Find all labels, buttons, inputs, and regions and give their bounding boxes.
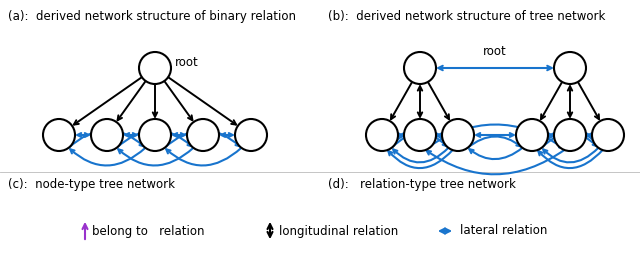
Text: lateral relation: lateral relation [460, 224, 547, 238]
FancyArrowPatch shape [164, 81, 193, 120]
FancyArrowPatch shape [125, 133, 137, 137]
FancyArrowPatch shape [543, 148, 598, 162]
FancyArrowPatch shape [476, 133, 514, 137]
FancyArrowPatch shape [541, 133, 596, 148]
Circle shape [554, 52, 586, 84]
Text: belong to   relation: belong to relation [92, 224, 205, 238]
FancyArrowPatch shape [578, 82, 599, 119]
Circle shape [235, 119, 267, 151]
Text: longitudinal relation: longitudinal relation [279, 224, 398, 238]
Text: (d):   relation-type tree network: (d): relation-type tree network [328, 178, 516, 191]
Circle shape [43, 119, 75, 151]
FancyArrowPatch shape [74, 77, 142, 124]
Circle shape [516, 119, 548, 151]
FancyArrowPatch shape [436, 133, 442, 137]
FancyArrowPatch shape [568, 86, 572, 117]
FancyArrowPatch shape [428, 82, 449, 119]
Circle shape [442, 119, 474, 151]
FancyArrowPatch shape [427, 149, 565, 174]
FancyArrowPatch shape [418, 86, 422, 117]
FancyArrowPatch shape [70, 148, 145, 165]
FancyArrowPatch shape [118, 148, 193, 165]
FancyArrowPatch shape [469, 148, 522, 159]
FancyArrowPatch shape [221, 133, 233, 137]
Text: root: root [175, 57, 199, 70]
FancyArrowPatch shape [118, 81, 146, 120]
FancyArrowPatch shape [68, 130, 143, 148]
FancyArrowPatch shape [541, 82, 562, 119]
FancyArrowPatch shape [116, 130, 191, 148]
FancyArrowPatch shape [537, 131, 602, 149]
FancyArrowPatch shape [548, 133, 554, 137]
FancyArrowPatch shape [438, 66, 552, 70]
FancyArrowPatch shape [153, 84, 157, 117]
Circle shape [139, 119, 171, 151]
FancyArrowPatch shape [166, 148, 241, 165]
Text: (c):  node-type tree network: (c): node-type tree network [8, 178, 175, 191]
Circle shape [139, 52, 171, 84]
FancyArrowPatch shape [468, 136, 520, 148]
Text: (b):  derived network structure of tree network: (b): derived network structure of tree n… [328, 10, 605, 23]
FancyArrowPatch shape [387, 131, 452, 149]
Circle shape [554, 119, 586, 151]
FancyArrowPatch shape [586, 133, 592, 137]
Text: root: root [483, 45, 507, 58]
FancyArrowPatch shape [425, 124, 563, 149]
Circle shape [404, 119, 436, 151]
Text: (a):  derived network structure of binary relation: (a): derived network structure of binary… [8, 10, 296, 23]
Circle shape [91, 119, 123, 151]
FancyArrowPatch shape [77, 133, 89, 137]
Circle shape [366, 119, 398, 151]
FancyArrowPatch shape [388, 149, 453, 168]
Circle shape [187, 119, 219, 151]
FancyArrowPatch shape [393, 148, 449, 162]
FancyArrowPatch shape [398, 133, 404, 137]
FancyArrowPatch shape [391, 82, 412, 119]
FancyArrowPatch shape [173, 133, 185, 137]
FancyArrowPatch shape [168, 77, 236, 124]
FancyArrowPatch shape [164, 130, 239, 148]
FancyArrowPatch shape [392, 133, 447, 148]
Circle shape [592, 119, 624, 151]
FancyArrowPatch shape [538, 149, 604, 168]
Circle shape [404, 52, 436, 84]
